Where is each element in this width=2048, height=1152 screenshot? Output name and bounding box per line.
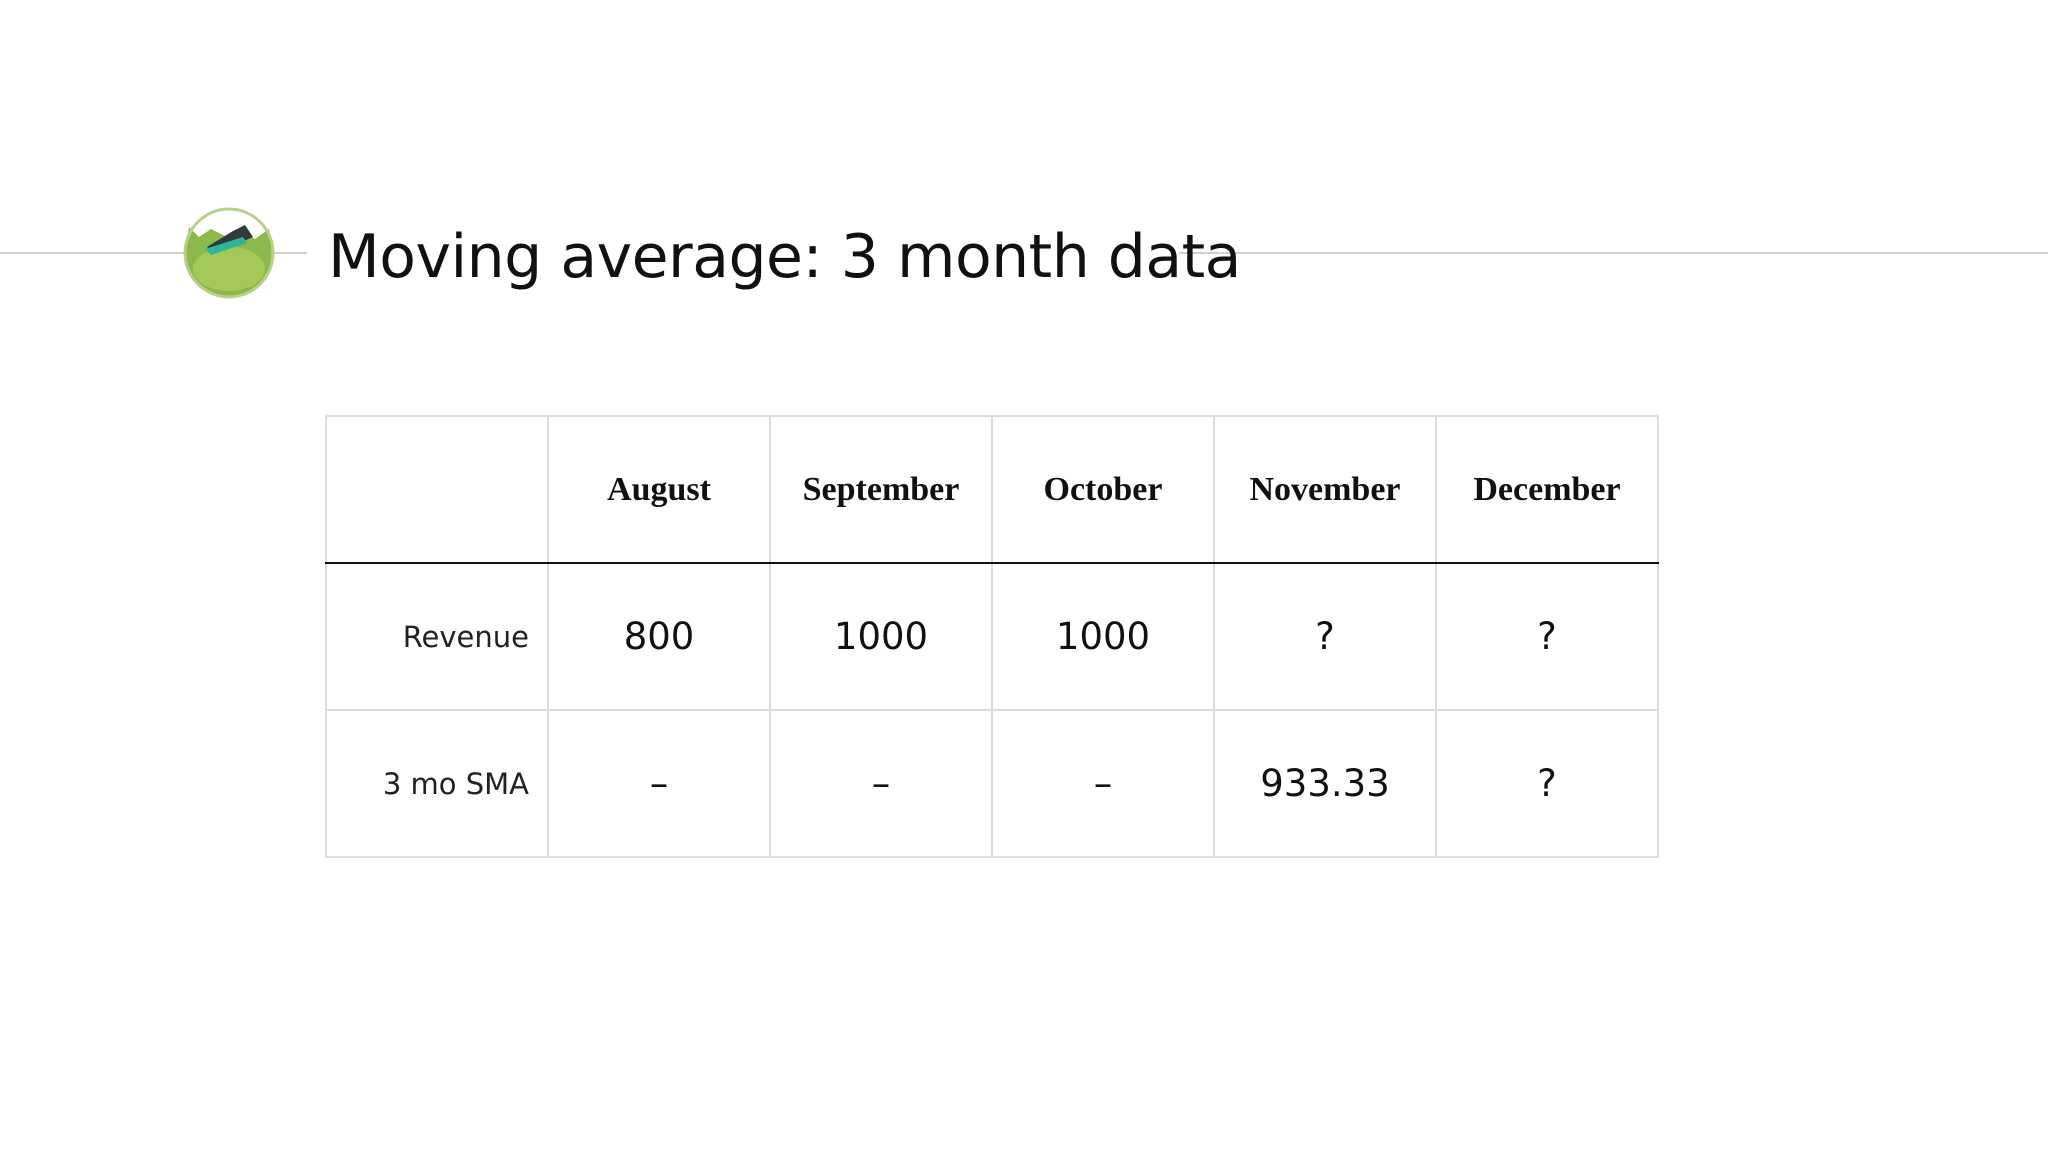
table-cell: ?: [1213, 562, 1437, 711]
table-cell: 1000: [769, 562, 993, 711]
column-header: October: [991, 415, 1215, 564]
table-row: 3 mo SMA – – –933.33?: [325, 709, 1659, 858]
table-cell: ?: [1435, 562, 1659, 711]
logo: [183, 207, 275, 299]
table-cell: 933.33: [1213, 709, 1437, 858]
title-rule-left: [0, 252, 307, 254]
table-cell: –: [769, 709, 993, 858]
header-row: August September October November December: [325, 415, 1659, 564]
table-cell: ?: [1435, 709, 1659, 858]
slide-title: Moving average: 3 month data: [328, 222, 1241, 292]
table-cell: 1000: [991, 562, 1215, 711]
table-cell: –: [547, 709, 771, 858]
table-cell: –: [991, 709, 1215, 858]
table-row: Revenue 800 1000 1000??: [325, 562, 1659, 711]
column-header: December: [1435, 415, 1659, 564]
column-header: August: [547, 415, 771, 564]
row-label: Revenue: [325, 562, 549, 711]
title-rule-right: [1179, 252, 2048, 254]
column-header: November: [1213, 415, 1437, 564]
row-label: 3 mo SMA: [325, 709, 549, 858]
table-cell: 800: [547, 562, 771, 711]
column-header: September: [769, 415, 993, 564]
corner-cell: [325, 415, 549, 564]
data-table: August September October November December R…: [325, 415, 1659, 858]
